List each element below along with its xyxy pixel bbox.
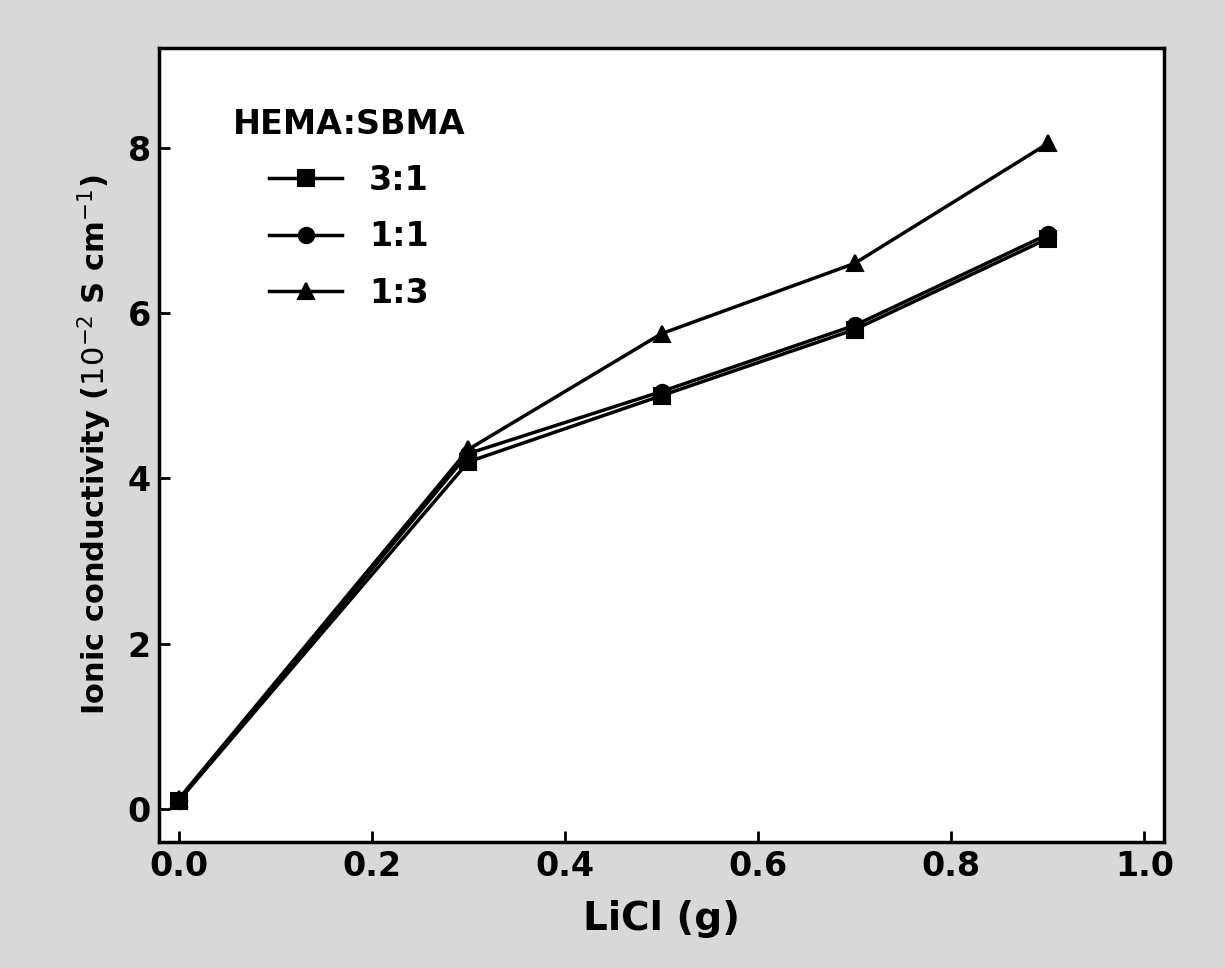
- Y-axis label: Ionic conductivity ($10^{-2}$ S cm$^{-1}$): Ionic conductivity ($10^{-2}$ S cm$^{-1}…: [75, 175, 114, 715]
- X-axis label: LiCl (g): LiCl (g): [583, 900, 740, 938]
- Legend: 3:1, 1:1, 1:3: 3:1, 1:1, 1:3: [206, 81, 492, 336]
